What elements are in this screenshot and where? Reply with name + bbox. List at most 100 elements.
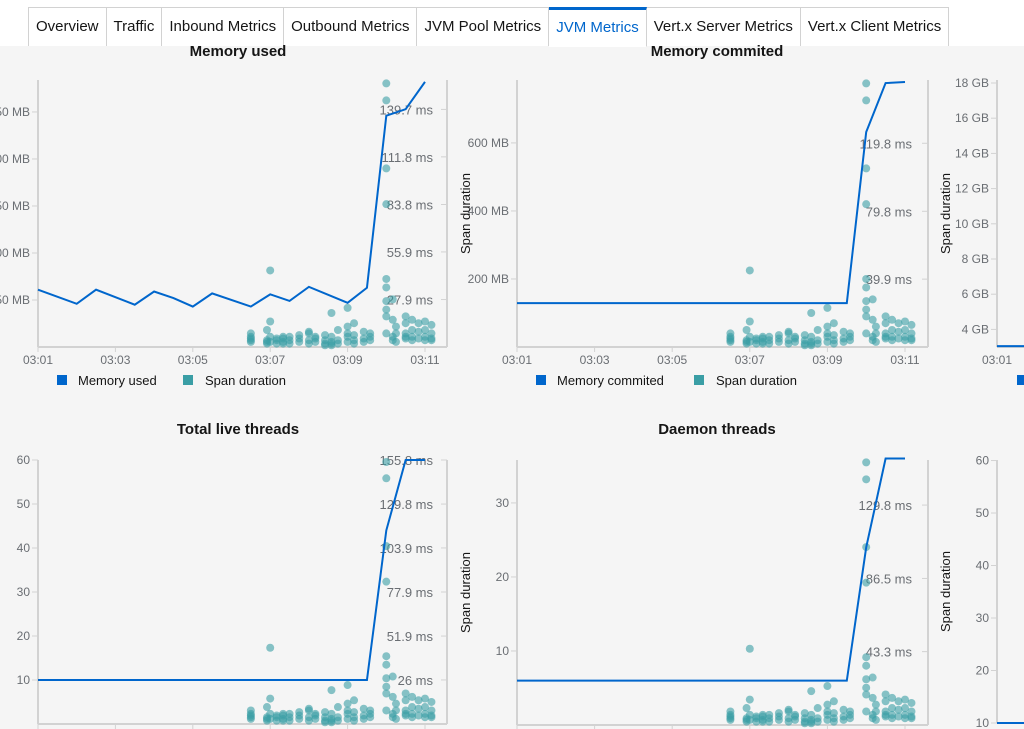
span-point (862, 312, 871, 321)
chart-0: Memory used 250 MB 200 MB 150 MB 100 MB 50 MB… (0, 43, 448, 388)
legend-label: Memory commited (557, 373, 664, 388)
metric-line (517, 81, 906, 305)
span-point (272, 336, 281, 345)
left-tick-label: 10 (17, 673, 31, 687)
span-point (427, 320, 436, 329)
tab-traffic[interactable]: Traffic (106, 8, 163, 46)
span-point (823, 682, 832, 691)
left-tick-label: 10 (496, 644, 510, 658)
span-point (295, 337, 304, 346)
span-point (285, 339, 294, 348)
span-point (304, 716, 313, 725)
right-tick-label: 129.8 ms (380, 497, 434, 512)
span-point (881, 710, 890, 719)
span-point (285, 709, 294, 718)
chart-title: Memory commited (651, 43, 784, 60)
span-point (726, 332, 735, 341)
span-duration-axis-label: Span duration (938, 551, 953, 632)
left-tick-label: 50 (976, 506, 990, 520)
span-point (272, 713, 281, 722)
span-point (321, 331, 330, 340)
span-point (862, 79, 871, 88)
left-tick-label: 30 (496, 496, 510, 510)
chart-3: Daemon threads 30 20 10 129.8 ms 86.5 ms 43.3 … (458, 421, 929, 729)
right-tick-label: 86.5 ms (866, 571, 913, 586)
span-point (343, 681, 352, 690)
x-tick-label: 03:07 (735, 353, 765, 367)
span-point (862, 329, 871, 338)
span-point (752, 714, 761, 723)
span-point (266, 337, 275, 346)
span-point (304, 704, 313, 713)
legend-span-swatch (694, 375, 704, 385)
tab-jvm-pool-metrics[interactable]: JVM Pool Metrics (417, 8, 550, 46)
tab-outbound-metrics[interactable]: Outbound Metrics (284, 8, 418, 46)
left-tick-label: 20 (496, 570, 510, 584)
span-point (871, 715, 880, 724)
chart-4: 18 GB 16 GB 14 GB 12 GB 10 GB 8 GB 6 GB 4 GB Spa… (938, 76, 1024, 385)
right-tick-label: 39.9 ms (866, 272, 913, 287)
span-point (823, 700, 832, 709)
x-tick-label: 03:03 (580, 353, 610, 367)
span-point (311, 711, 320, 720)
span-point (829, 319, 838, 328)
left-tick-label: 10 (976, 716, 990, 729)
span-point (881, 690, 890, 699)
left-tick-label: 200 MB (468, 272, 509, 286)
span-point (862, 458, 871, 467)
span-point (871, 322, 880, 331)
span-point (901, 317, 909, 326)
span-point (800, 331, 809, 340)
span-point (871, 700, 880, 709)
span-point (391, 706, 400, 715)
tab-inbound-metrics[interactable]: Inbound Metrics (162, 8, 285, 46)
span-point (871, 329, 880, 338)
span-point (350, 339, 359, 348)
span-point (813, 339, 822, 348)
span-point (321, 708, 330, 717)
span-point (388, 315, 397, 324)
span-point (350, 716, 359, 725)
span-point (359, 704, 368, 713)
span-point (246, 332, 255, 341)
tab-overview[interactable]: Overview (28, 8, 107, 46)
x-tick-label: 03:09 (333, 353, 363, 367)
tab-vertx-client-metrics[interactable]: Vert.x Client Metrics (800, 8, 950, 46)
span-point (745, 644, 754, 653)
span-point (414, 327, 423, 336)
span-point (295, 714, 304, 723)
span-point (279, 332, 288, 341)
span-point (894, 319, 903, 328)
span-point (907, 698, 916, 707)
span-point (894, 712, 903, 721)
tabs: Overview Traffic Inbound Metrics Outboun… (28, 7, 950, 47)
span-duration-axis-label: Span duration (458, 552, 473, 633)
span-point (881, 332, 890, 341)
span-point (359, 337, 368, 346)
right-tick-label: 119.8 ms (859, 136, 912, 151)
span-point (800, 719, 809, 728)
x-tick-label: 03:11 (890, 353, 919, 367)
span-point (333, 703, 342, 712)
tab-jvm-metrics[interactable]: JVM Metrics (549, 7, 647, 47)
span-point (382, 474, 391, 483)
span-point (862, 475, 871, 484)
span-point (266, 317, 275, 326)
legend-label: Span duration (716, 373, 797, 388)
span-point (807, 687, 816, 696)
span-point (862, 297, 871, 306)
span-point (888, 693, 897, 702)
span-point (823, 329, 832, 338)
span-point (304, 327, 313, 336)
span-point (382, 200, 391, 209)
span-point (862, 274, 871, 283)
tab-vertx-server-metrics[interactable]: Vert.x Server Metrics (646, 8, 801, 46)
span-point (888, 325, 897, 334)
span-point (414, 711, 423, 720)
span-point (359, 327, 368, 336)
metric-line (37, 81, 426, 308)
x-tick-label: 03:01 (502, 353, 532, 367)
left-tick-label: 30 (17, 585, 31, 599)
tab-bar: Overview Traffic Inbound Metrics Outboun… (0, 0, 1024, 47)
